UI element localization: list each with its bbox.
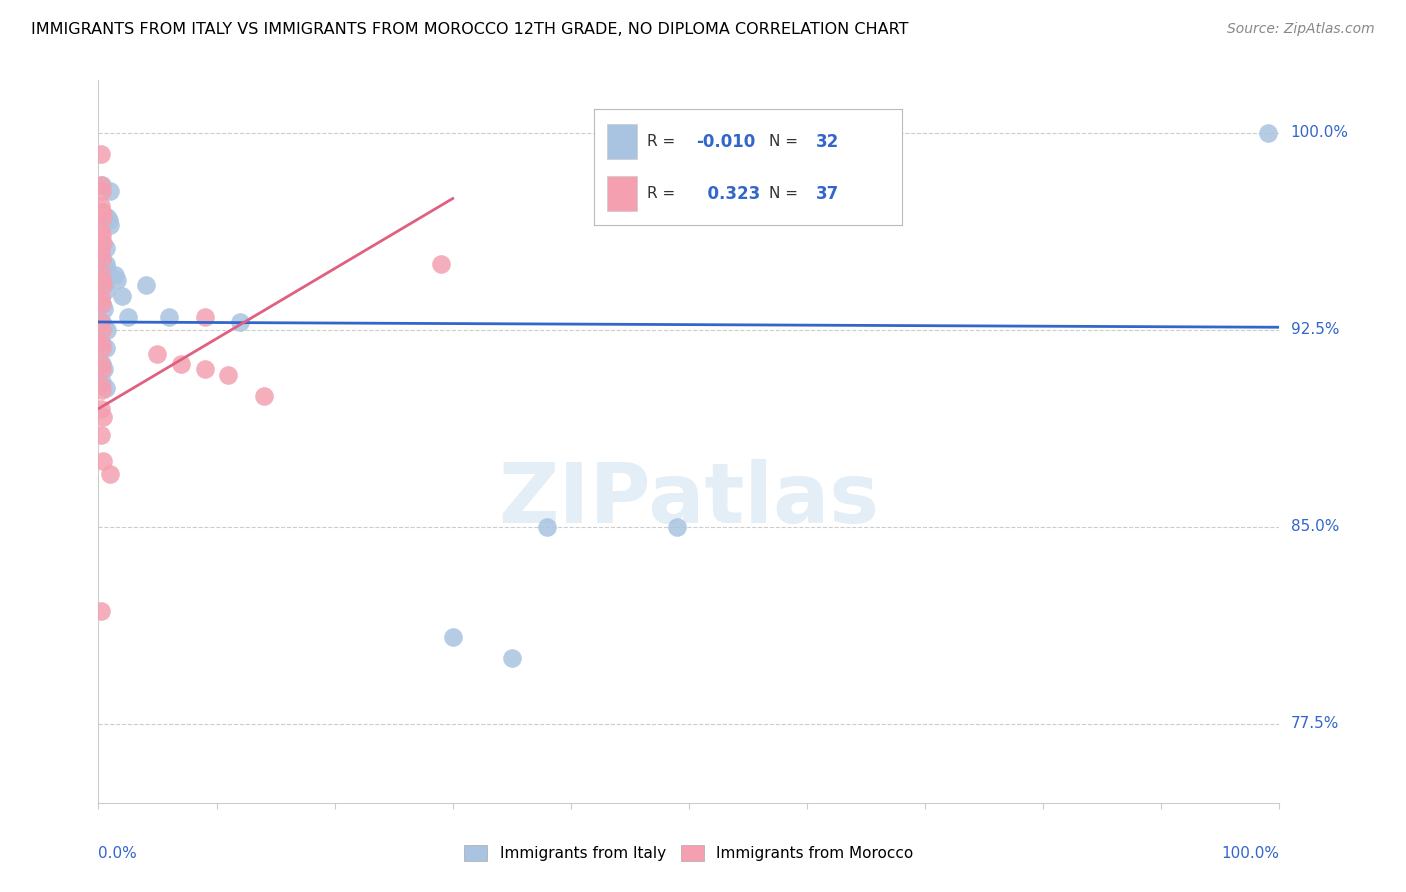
Point bbox=[98, 218, 121, 232]
Point bbox=[91, 341, 114, 355]
Point bbox=[90, 146, 112, 161]
Text: ZIPatlas: ZIPatlas bbox=[499, 458, 879, 540]
Point bbox=[91, 178, 114, 193]
Point bbox=[104, 268, 127, 282]
Point bbox=[94, 381, 117, 395]
Point bbox=[229, 315, 252, 329]
Point bbox=[501, 651, 523, 665]
Point bbox=[91, 252, 114, 266]
Point bbox=[94, 341, 117, 355]
Point bbox=[111, 289, 134, 303]
Point bbox=[93, 362, 115, 376]
Text: 85.0%: 85.0% bbox=[1291, 519, 1339, 534]
Point bbox=[90, 336, 112, 351]
Point bbox=[91, 252, 114, 266]
Point bbox=[90, 265, 112, 279]
Point bbox=[157, 310, 180, 324]
Point bbox=[91, 362, 114, 376]
Point bbox=[91, 384, 114, 398]
Point bbox=[94, 242, 117, 256]
Text: 100.0%: 100.0% bbox=[1291, 126, 1348, 140]
Point bbox=[90, 357, 112, 371]
Text: 77.5%: 77.5% bbox=[1291, 716, 1339, 731]
Point bbox=[91, 315, 114, 329]
Point bbox=[90, 604, 112, 618]
Point bbox=[146, 346, 169, 360]
Point bbox=[170, 357, 193, 371]
Point bbox=[91, 228, 114, 243]
Point bbox=[666, 520, 689, 534]
Point bbox=[93, 320, 115, 334]
Point bbox=[91, 273, 114, 287]
Point bbox=[90, 178, 112, 193]
Point bbox=[96, 210, 118, 224]
Point bbox=[91, 204, 114, 219]
Point bbox=[90, 199, 112, 213]
Point bbox=[98, 184, 121, 198]
Point bbox=[91, 336, 114, 351]
Text: Source: ZipAtlas.com: Source: ZipAtlas.com bbox=[1227, 22, 1375, 37]
Point bbox=[105, 273, 128, 287]
Point bbox=[91, 204, 114, 219]
Point bbox=[441, 630, 464, 644]
Point bbox=[91, 296, 114, 310]
Point bbox=[253, 388, 276, 402]
Point bbox=[1257, 126, 1279, 140]
Point bbox=[90, 378, 112, 392]
Point bbox=[91, 357, 114, 371]
Point bbox=[90, 223, 112, 237]
Point bbox=[94, 284, 117, 298]
Point bbox=[91, 210, 114, 224]
Point bbox=[91, 376, 114, 390]
Point bbox=[93, 301, 115, 316]
Point bbox=[217, 368, 239, 382]
Text: 0.0%: 0.0% bbox=[98, 847, 138, 861]
Point bbox=[91, 236, 114, 251]
Point bbox=[91, 409, 114, 424]
Point bbox=[194, 310, 217, 324]
Point bbox=[536, 520, 558, 534]
Point bbox=[98, 212, 121, 227]
Point bbox=[90, 428, 112, 442]
Point bbox=[94, 257, 117, 271]
Point bbox=[91, 273, 114, 287]
Point bbox=[91, 278, 114, 293]
Point bbox=[117, 310, 139, 324]
Text: IMMIGRANTS FROM ITALY VS IMMIGRANTS FROM MOROCCO 12TH GRADE, NO DIPLOMA CORRELAT: IMMIGRANTS FROM ITALY VS IMMIGRANTS FROM… bbox=[31, 22, 908, 37]
Point bbox=[98, 467, 121, 482]
Point bbox=[91, 323, 114, 337]
Legend: Immigrants from Italy, Immigrants from Morocco: Immigrants from Italy, Immigrants from M… bbox=[458, 839, 920, 867]
Text: 92.5%: 92.5% bbox=[1291, 322, 1339, 337]
Point bbox=[90, 244, 112, 258]
Point bbox=[91, 454, 114, 468]
Text: 100.0%: 100.0% bbox=[1222, 847, 1279, 861]
Point bbox=[194, 362, 217, 376]
Point bbox=[91, 236, 114, 251]
Point bbox=[93, 278, 115, 293]
Point bbox=[91, 184, 114, 198]
Point bbox=[135, 278, 157, 293]
Point bbox=[90, 401, 112, 416]
Point bbox=[96, 262, 118, 277]
Point bbox=[90, 291, 112, 305]
Point bbox=[90, 315, 112, 329]
Point bbox=[91, 296, 114, 310]
Point bbox=[430, 257, 453, 271]
Point bbox=[96, 323, 118, 337]
